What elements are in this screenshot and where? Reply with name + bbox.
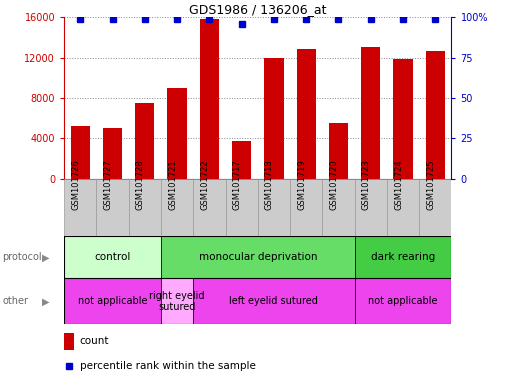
Bar [354,179,387,236]
Bar [135,103,154,179]
Bar [161,179,193,236]
Bar [103,128,122,179]
Bar [193,278,354,324]
Bar [354,278,451,324]
Bar [297,48,316,179]
Bar [129,179,161,236]
Text: dark rearing: dark rearing [371,252,435,262]
Text: GSM101721: GSM101721 [168,159,177,210]
Text: right eyelid
sutured: right eyelid sutured [149,291,205,312]
Text: other: other [3,296,29,306]
Text: GSM101723: GSM101723 [362,159,371,210]
Title: GDS1986 / 136206_at: GDS1986 / 136206_at [189,3,327,16]
Text: GSM101726: GSM101726 [71,159,80,210]
Text: GSM101718: GSM101718 [265,159,274,210]
Text: percentile rank within the sample: percentile rank within the sample [80,361,255,371]
Text: ▶: ▶ [42,296,50,306]
Text: GSM101728: GSM101728 [136,159,145,210]
Bar [64,179,96,236]
Bar [232,141,251,179]
Bar [71,126,90,179]
Bar [161,236,354,278]
Text: not applicable: not applicable [368,296,438,306]
Text: GSM101717: GSM101717 [232,159,242,210]
Text: GSM101724: GSM101724 [394,159,403,210]
Text: ▶: ▶ [42,252,50,262]
Text: monocular deprivation: monocular deprivation [199,252,317,262]
Bar [96,179,129,236]
Text: GSM101720: GSM101720 [329,159,339,210]
Bar [393,59,412,179]
Bar [64,236,161,278]
Bar [64,278,161,324]
Text: GSM101725: GSM101725 [426,159,436,210]
Bar [64,333,74,350]
Bar [354,236,451,278]
Text: not applicable: not applicable [78,296,147,306]
Bar [361,46,381,179]
Bar [167,88,187,179]
Bar [200,19,219,179]
Bar [258,179,290,236]
Bar [161,278,193,324]
Text: GSM101719: GSM101719 [297,159,306,210]
Text: GSM101727: GSM101727 [104,159,112,210]
Text: count: count [80,336,109,346]
Text: left eyelid sutured: left eyelid sutured [229,296,319,306]
Bar [264,58,284,179]
Bar [426,51,445,179]
Bar [387,179,419,236]
Bar [322,179,354,236]
Text: protocol: protocol [3,252,42,262]
Bar [329,123,348,179]
Text: control: control [94,252,131,262]
Bar [226,179,258,236]
Bar [193,179,226,236]
Bar [290,179,322,236]
Text: GSM101722: GSM101722 [201,159,209,210]
Bar [419,179,451,236]
